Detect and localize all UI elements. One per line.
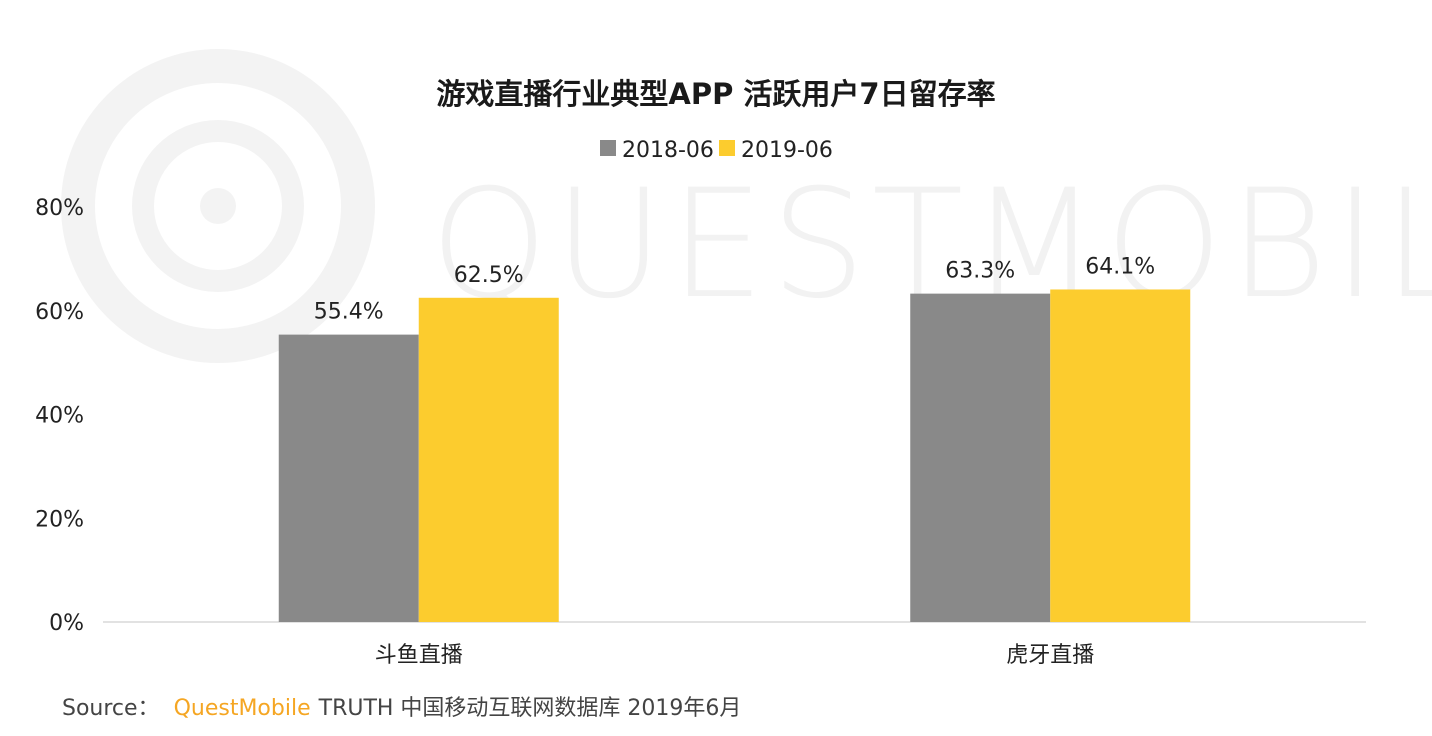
chart-title: 游戏直播行业典型APP 活跃用户7日留存率 bbox=[436, 77, 995, 111]
source-brand: QuestMobile bbox=[173, 696, 311, 721]
data-label: 62.5% bbox=[454, 263, 524, 288]
bar-2018-06-1 bbox=[910, 293, 1051, 622]
y-tick-label: 40% bbox=[35, 404, 84, 429]
legend-label-2019: 2019-06 bbox=[741, 138, 833, 163]
data-labels: 55.4% 62.5% 63.3% 64.1% bbox=[314, 254, 1155, 324]
source-detail: TRUTH 中国移动互联网数据库 2019年6月 bbox=[318, 696, 742, 721]
data-label: 55.4% bbox=[314, 300, 384, 325]
legend-swatch-2018 bbox=[600, 140, 616, 156]
data-label: 63.3% bbox=[945, 259, 1015, 284]
y-tick-label: 20% bbox=[35, 507, 84, 532]
y-tick-label: 80% bbox=[35, 196, 84, 221]
bar-2019-06-0 bbox=[418, 297, 559, 622]
legend-item: 2018-06 bbox=[600, 138, 714, 163]
source-prefix: Source： bbox=[62, 696, 160, 721]
legend-item: 2019-06 bbox=[719, 138, 833, 163]
legend: 2018-06 2019-06 bbox=[600, 138, 833, 163]
bar-2019-06-1 bbox=[1050, 289, 1191, 622]
legend-label-2018: 2018-06 bbox=[622, 138, 714, 163]
y-tick-label: 0% bbox=[49, 611, 84, 636]
category-label: 虎牙直播 bbox=[1006, 643, 1094, 668]
bar-2018-06-0 bbox=[278, 334, 419, 622]
legend-swatch-2019 bbox=[719, 140, 735, 156]
category-labels: 斗鱼直播 虎牙直播 bbox=[375, 643, 1095, 668]
bars bbox=[278, 289, 1191, 622]
source-note: Source： QuestMobile TRUTH 中国移动互联网数据库 2019年… bbox=[62, 690, 741, 722]
y-tick-label: 60% bbox=[35, 300, 84, 325]
y-axis-ticks: 0% 20% 40% 60% 80% bbox=[35, 196, 84, 636]
category-label: 斗鱼直播 bbox=[375, 643, 463, 668]
data-label: 64.1% bbox=[1085, 254, 1155, 279]
watermark-logo-icon bbox=[61, 49, 375, 363]
